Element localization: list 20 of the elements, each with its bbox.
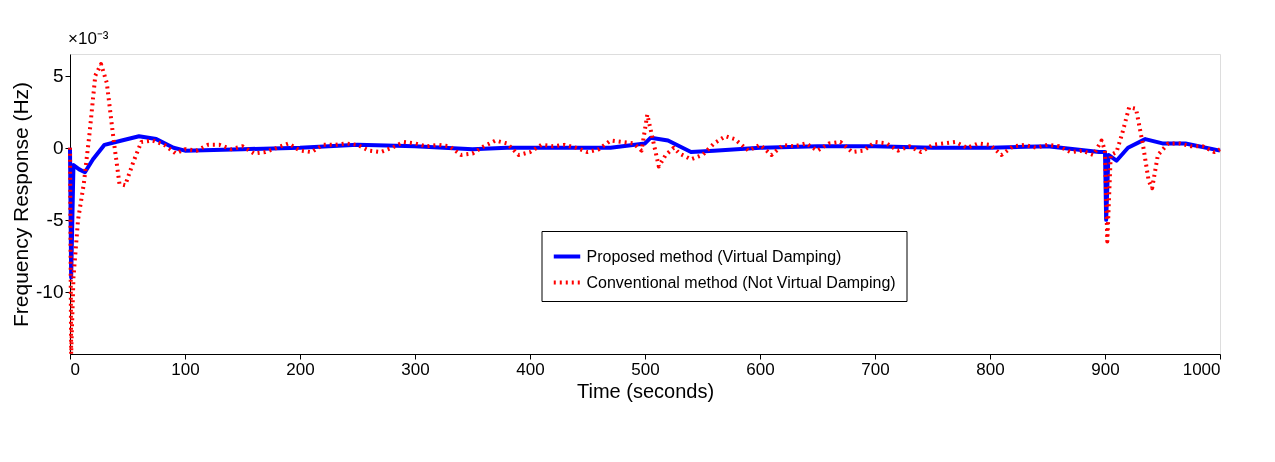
x-axis-title: Time (seconds) (576, 379, 715, 402)
x-tick-label: 400 (516, 359, 545, 379)
y-axis-title: Frequency Response (Hz) (9, 81, 33, 328)
y-tick-label: -5 (46, 209, 64, 231)
y-tick-label: -10 (36, 281, 64, 303)
x-tick-label: 100 (171, 359, 200, 379)
x-tick-label: 600 (746, 359, 775, 379)
x-tick-label: 800 (976, 359, 1005, 379)
x-tick-label: 0 (70, 359, 80, 379)
x-tick-label: 300 (401, 359, 430, 379)
legend-label: Conventional method (Not Virtual Damping) (586, 273, 896, 291)
x-tick-label: 900 (1091, 359, 1120, 379)
x-tick-label: 1000 (1182, 359, 1221, 379)
text: ×10⁻³ (68, 29, 109, 48)
y-tick-label: 0 (52, 137, 64, 159)
x-tick-label: 200 (286, 359, 315, 379)
y-tick-label: 5 (52, 65, 64, 87)
legend-label: Proposed method (Virtual Damping) (586, 247, 842, 265)
x-tick-label: 500 (631, 359, 660, 379)
x-tick-label: 700 (861, 359, 890, 379)
